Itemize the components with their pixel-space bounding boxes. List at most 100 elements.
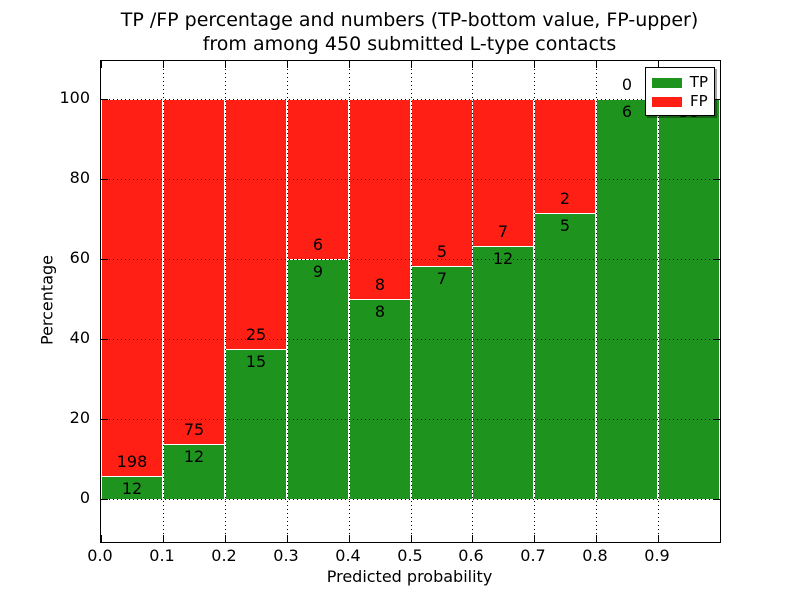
y-axis-tick <box>101 179 108 180</box>
bar-tp <box>225 349 287 499</box>
x-axis-tick <box>225 535 226 542</box>
tp-count-label: 15 <box>245 352 267 371</box>
grid-line-horizontal <box>101 499 720 500</box>
x-tick-label: 0.6 <box>458 546 484 565</box>
bar-tp <box>658 99 720 499</box>
x-tick-label: 0.4 <box>335 546 361 565</box>
x-tick-label: 0.1 <box>149 546 175 565</box>
bar-fp <box>411 99 473 266</box>
grid-line-horizontal <box>101 339 720 340</box>
tp-count-label: 9 <box>312 262 324 281</box>
x-tick-label: 0.7 <box>520 546 546 565</box>
y-axis-tick <box>713 339 720 340</box>
x-axis-tick <box>472 61 473 68</box>
legend-label-fp: FP <box>690 92 708 110</box>
x-tick-label: 0.5 <box>397 546 423 565</box>
x-axis-tick <box>472 535 473 542</box>
bar-fp <box>225 99 287 349</box>
y-tick-label: 20 <box>69 408 90 427</box>
tp-count-label: 12 <box>492 249 514 269</box>
tp-count-label: 7 <box>436 268 448 288</box>
legend-item-tp: TP <box>652 73 708 92</box>
x-axis-tick <box>596 61 597 68</box>
x-axis-tick <box>658 61 659 68</box>
grid-line-horizontal <box>101 99 720 100</box>
x-axis-tick <box>534 535 535 542</box>
fp-count-label: 8 <box>374 275 386 294</box>
grid-line-vertical <box>472 61 473 542</box>
plot-area: 19812751225156988577122506038 <box>100 60 721 543</box>
legend-swatch-tp-icon <box>652 77 682 88</box>
bar-tp <box>163 443 225 499</box>
bar-tp <box>287 259 349 499</box>
tp-count-label: 12 <box>183 446 205 466</box>
grid-line-vertical <box>287 61 288 542</box>
bar-tp <box>472 246 534 499</box>
bar-tp <box>411 265 473 499</box>
x-tick-label: 0.8 <box>582 546 608 565</box>
fp-count-label: 198 <box>116 452 148 472</box>
tp-count-label: 6 <box>621 102 633 121</box>
bar-tp <box>349 299 411 499</box>
y-axis-tick <box>101 419 108 420</box>
x-tick-label: 0.3 <box>273 546 299 565</box>
x-tick-label: 0.2 <box>211 546 237 565</box>
grid-line-vertical <box>225 61 226 542</box>
y-tick-label: 80 <box>69 168 90 187</box>
x-axis-tick <box>349 535 350 542</box>
y-axis-tick <box>713 99 720 100</box>
y-axis-tick <box>101 499 108 500</box>
grid-line-vertical <box>411 61 412 542</box>
x-axis-tick <box>287 535 288 542</box>
x-axis-tick <box>163 61 164 68</box>
x-axis-tick <box>596 535 597 542</box>
bar-tp <box>596 99 658 499</box>
tp-count-label: 12 <box>121 479 143 499</box>
x-axis-label: Predicted probability <box>326 567 493 586</box>
chart-title-line1: TP /FP percentage and numbers (TP-bottom… <box>120 9 699 31</box>
legend-item-fp: FP <box>652 92 708 111</box>
y-axis-tick <box>101 99 108 100</box>
fp-count-label: 6 <box>312 235 324 254</box>
bar-fp <box>163 99 225 444</box>
y-tick-label: 40 <box>69 328 90 347</box>
x-axis-tick <box>101 61 102 68</box>
x-axis-tick <box>163 535 164 542</box>
fp-count-label: 7 <box>497 222 509 242</box>
x-axis-tick <box>101 535 102 542</box>
y-axis-label: Percentage <box>37 254 57 346</box>
grid-line-vertical <box>658 61 659 542</box>
y-tick-label: 0 <box>79 488 90 507</box>
x-axis-tick <box>411 61 412 68</box>
fp-count-label: 0 <box>621 75 633 94</box>
x-tick-label: 0.0 <box>87 546 113 565</box>
bar-fp <box>349 99 411 299</box>
legend-label-tp: TP <box>689 73 708 91</box>
y-axis-tick <box>101 339 108 340</box>
fp-count-label: 2 <box>559 189 571 209</box>
x-axis-tick <box>349 61 350 68</box>
x-axis-tick <box>287 61 288 68</box>
x-axis-tick <box>225 61 226 68</box>
y-axis-tick <box>101 259 108 260</box>
bar-tp <box>534 213 596 499</box>
fp-count-label: 75 <box>183 419 205 439</box>
y-axis-tick <box>713 259 720 260</box>
tp-count-label: 8 <box>374 302 386 321</box>
legend: TP FP <box>645 67 715 116</box>
fp-count-label: 5 <box>436 241 448 261</box>
grid-line-vertical <box>163 61 164 542</box>
grid-line-vertical <box>534 61 535 542</box>
legend-swatch-fp-icon <box>652 96 682 107</box>
y-axis-tick <box>713 499 720 500</box>
y-tick-label: 60 <box>69 248 90 267</box>
grid-line-horizontal <box>101 179 720 180</box>
chart-title: TP /FP percentage and numbers (TP-bottom… <box>100 8 719 56</box>
x-axis-tick <box>658 535 659 542</box>
fp-count-label: 25 <box>245 325 267 344</box>
tp-count-label: 5 <box>559 216 571 236</box>
x-axis-tick <box>411 535 412 542</box>
grid-line-horizontal <box>101 419 720 420</box>
y-axis-tick <box>713 179 720 180</box>
